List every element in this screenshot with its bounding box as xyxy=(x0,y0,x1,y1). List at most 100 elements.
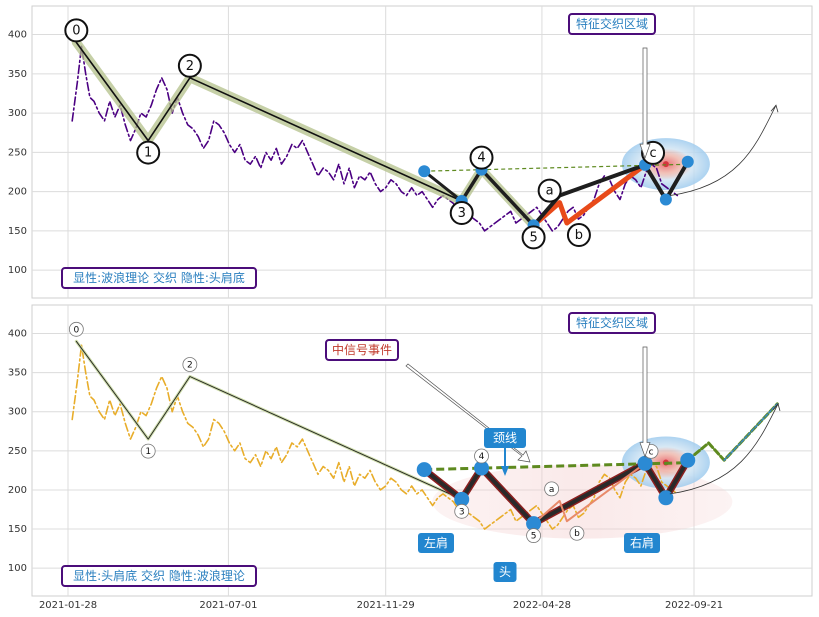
y-tick-label: 400 xyxy=(8,30,27,41)
projection-inner xyxy=(723,403,779,461)
wave-label-5: 5 xyxy=(531,532,537,542)
head-label-box xyxy=(493,562,517,582)
pivot-dot xyxy=(681,155,694,168)
wave-label-circle xyxy=(449,201,474,226)
wave-label-1: 1 xyxy=(144,146,152,161)
wave-label-a: a xyxy=(549,485,555,495)
wave-label-b: b xyxy=(575,228,583,243)
wave-label-5: 5 xyxy=(529,230,537,245)
wave-segment-entry xyxy=(422,169,464,203)
legend-box-text: 显性:波浪理论 交织 隐性:头肩底 xyxy=(73,270,245,285)
legend-box xyxy=(61,267,257,289)
breakout-arrowhead xyxy=(770,104,779,113)
wave-label-circle xyxy=(140,443,156,459)
y-tick-label: 100 xyxy=(8,563,27,574)
wave-label-circle xyxy=(537,178,562,203)
x-tick-label: 2021-01-28 xyxy=(39,600,97,611)
left-shoulder-label: 左肩 xyxy=(424,535,448,550)
wave-label-1: 1 xyxy=(145,447,151,457)
y-tick-label: 200 xyxy=(8,485,27,496)
region-label-box xyxy=(568,13,656,35)
left-shoulder-label-box xyxy=(418,533,454,553)
wave-label-3: 3 xyxy=(459,507,465,517)
pivot-dot xyxy=(680,452,696,468)
wave-label-circle xyxy=(526,528,541,543)
bottom-panel: 100 150 200 250 300 350 400 0 1 2 3 4 5 a b c 特征交织区域显性:头… xyxy=(8,304,813,597)
pivot-dot xyxy=(637,455,653,471)
region-arrow xyxy=(639,346,651,458)
wave-label-circle xyxy=(566,223,591,248)
region-label: 特征交织区域 xyxy=(576,16,648,31)
y-tick-label: 350 xyxy=(8,69,27,80)
wave-label-circle xyxy=(544,481,560,497)
y-tick-label: 350 xyxy=(8,368,27,379)
wave-label-0: 0 xyxy=(73,325,79,335)
neckline xyxy=(424,461,693,472)
region-label: 特征交织区域 xyxy=(576,315,648,330)
head-label: 头 xyxy=(499,565,511,579)
wave-label-b: b xyxy=(574,529,580,539)
legend-box xyxy=(61,565,257,587)
pivot-dot xyxy=(658,490,674,506)
wave-label-circle xyxy=(68,321,84,337)
y-tick-label: 200 xyxy=(8,187,27,198)
legend-box-text: 显性:头肩底 交织 隐性:波浪理论 xyxy=(73,568,245,583)
wave-label-4: 4 xyxy=(479,452,485,462)
wave-label-circle xyxy=(454,503,470,519)
top-panel: 100 150 200 250 300 350 400 0 1 2 3 4 5 a b c 特征交织区域显性:波… xyxy=(8,5,813,299)
wave-label-2: 2 xyxy=(187,361,193,371)
x-tick-label: 2022-09-21 xyxy=(665,600,723,611)
x-tick-label: 2021-11-29 xyxy=(357,600,415,611)
wave-abc-line xyxy=(532,462,646,525)
neckline-pointer-head xyxy=(501,466,509,476)
wave-label-3: 3 xyxy=(458,206,466,221)
pivot-dot xyxy=(454,491,470,507)
wave-label-4: 4 xyxy=(477,151,485,166)
region-label-box xyxy=(568,312,656,334)
wave-label-0: 0 xyxy=(72,23,80,38)
wave-label-circle xyxy=(136,140,161,165)
x-axis: 2021-01-28 2021-07-01 2021-11-29 2022-04-28… xyxy=(39,600,723,611)
pivot-dot xyxy=(416,462,432,478)
wave-label-c: c xyxy=(649,447,654,457)
right-shoulder-label: 右肩 xyxy=(630,535,654,550)
neckline-label-box xyxy=(484,428,526,448)
wave-label-circle xyxy=(569,525,585,541)
wave-label-circle xyxy=(182,357,198,372)
wave-abc-line xyxy=(531,162,648,228)
wave-line xyxy=(75,340,463,500)
wave-label-circle xyxy=(521,225,546,250)
y-tick-label: 250 xyxy=(8,446,27,457)
price-series-line xyxy=(71,344,679,530)
zone-center xyxy=(662,161,669,168)
pivot-dot xyxy=(659,193,672,206)
wave-label-circle xyxy=(469,145,494,170)
right-shoulder-label-box xyxy=(624,533,660,553)
breakout-arrowhead xyxy=(772,403,781,411)
wave-label-a: a xyxy=(546,184,554,199)
pivot-dot xyxy=(526,516,542,532)
region-arrow xyxy=(639,47,651,160)
neckline-label: 颈线 xyxy=(493,431,517,445)
y-tick-label: 250 xyxy=(8,147,27,158)
wave-label-circle xyxy=(64,18,89,43)
x-tick-label: 2021-07-01 xyxy=(199,600,257,611)
wave-label-circle xyxy=(474,448,489,464)
y-tick-label: 150 xyxy=(8,226,27,237)
y-tick-label: 300 xyxy=(8,407,27,418)
y-tick-label: 150 xyxy=(8,524,27,535)
y-tick-label: 300 xyxy=(8,108,27,119)
event-label: 中信号事件 xyxy=(332,342,392,357)
y-tick-label: 400 xyxy=(8,328,27,339)
wave-label-circle xyxy=(177,53,202,78)
event-label-box xyxy=(325,339,399,361)
y-tick-label: 100 xyxy=(8,265,27,276)
pivot-dot xyxy=(474,460,490,476)
breakout-arrow xyxy=(669,105,777,196)
pivot-dot xyxy=(418,165,431,178)
x-tick-label: 2022-04-28 xyxy=(513,600,571,611)
wave-label-2: 2 xyxy=(186,59,194,74)
wave-label-c: c xyxy=(649,146,656,161)
breakout-arrow xyxy=(669,403,779,495)
